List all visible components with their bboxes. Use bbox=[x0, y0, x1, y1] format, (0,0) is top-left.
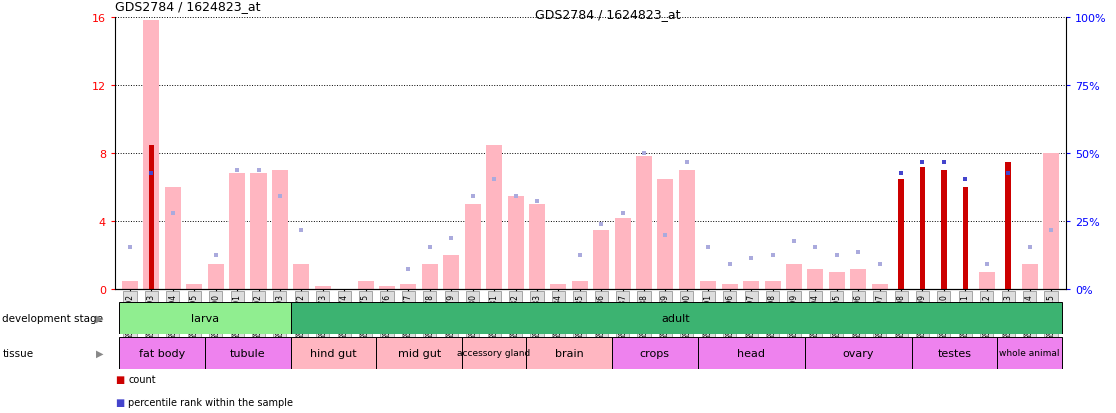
Bar bbox=[143, 21, 160, 289]
Bar bbox=[290, 302, 1061, 334]
Bar bbox=[872, 284, 887, 289]
Bar bbox=[657, 179, 673, 289]
Bar bbox=[462, 337, 527, 369]
Bar bbox=[1006, 162, 1011, 289]
Text: GDS2784 / 1624823_at: GDS2784 / 1624823_at bbox=[115, 0, 260, 13]
Bar bbox=[612, 337, 698, 369]
Bar bbox=[290, 337, 376, 369]
Bar bbox=[186, 284, 202, 289]
Text: tubule: tubule bbox=[230, 348, 266, 358]
Text: ▶: ▶ bbox=[96, 313, 104, 323]
Bar bbox=[962, 188, 969, 289]
Bar bbox=[722, 284, 738, 289]
Text: larva: larva bbox=[191, 313, 219, 323]
Bar bbox=[527, 337, 612, 369]
Text: adult: adult bbox=[662, 313, 691, 323]
Bar bbox=[122, 281, 138, 289]
Bar bbox=[698, 337, 805, 369]
Bar bbox=[636, 157, 652, 289]
Bar bbox=[422, 264, 437, 289]
Text: accessory gland: accessory gland bbox=[458, 349, 531, 358]
Bar bbox=[615, 218, 631, 289]
Bar bbox=[208, 264, 223, 289]
Text: fat body: fat body bbox=[140, 348, 185, 358]
Bar bbox=[401, 284, 416, 289]
Bar bbox=[743, 281, 759, 289]
Bar bbox=[594, 230, 609, 289]
Bar bbox=[250, 174, 267, 289]
Text: mid gut: mid gut bbox=[397, 348, 441, 358]
Bar bbox=[571, 281, 588, 289]
Bar bbox=[376, 337, 462, 369]
Bar bbox=[1021, 264, 1038, 289]
Bar bbox=[998, 337, 1061, 369]
Text: ■: ■ bbox=[115, 397, 124, 407]
Text: whole animal: whole animal bbox=[999, 349, 1060, 358]
Bar bbox=[1043, 154, 1059, 289]
Bar bbox=[941, 171, 946, 289]
Bar bbox=[315, 286, 330, 289]
Bar bbox=[464, 204, 481, 289]
Text: count: count bbox=[128, 374, 156, 384]
Bar bbox=[529, 204, 545, 289]
Bar bbox=[357, 281, 374, 289]
Bar bbox=[148, 145, 154, 289]
Text: testes: testes bbox=[937, 348, 972, 358]
Bar bbox=[165, 188, 181, 289]
Bar bbox=[679, 171, 695, 289]
Text: development stage: development stage bbox=[2, 313, 104, 323]
Bar bbox=[272, 171, 288, 289]
Bar bbox=[487, 145, 502, 289]
Bar bbox=[979, 272, 994, 289]
Bar bbox=[508, 196, 523, 289]
Text: ■: ■ bbox=[115, 374, 124, 384]
Text: tissue: tissue bbox=[2, 348, 33, 358]
Bar bbox=[550, 284, 567, 289]
Bar bbox=[764, 281, 780, 289]
Bar bbox=[700, 281, 716, 289]
Bar bbox=[205, 337, 290, 369]
Text: hind gut: hind gut bbox=[310, 348, 357, 358]
Text: head: head bbox=[738, 348, 766, 358]
Bar bbox=[119, 302, 290, 334]
Text: percentile rank within the sample: percentile rank within the sample bbox=[128, 397, 294, 407]
Bar bbox=[912, 337, 998, 369]
Bar bbox=[119, 337, 205, 369]
Bar bbox=[829, 272, 845, 289]
Bar bbox=[229, 174, 246, 289]
Text: GDS2784 / 1624823_at: GDS2784 / 1624823_at bbox=[535, 8, 680, 21]
Text: brain: brain bbox=[555, 348, 584, 358]
Bar bbox=[786, 264, 802, 289]
Text: ▶: ▶ bbox=[96, 348, 104, 358]
Bar bbox=[807, 269, 824, 289]
Bar bbox=[805, 337, 912, 369]
Bar bbox=[920, 167, 925, 289]
Bar bbox=[850, 269, 866, 289]
Text: ovary: ovary bbox=[843, 348, 874, 358]
Bar bbox=[443, 255, 460, 289]
Bar bbox=[379, 286, 395, 289]
Bar bbox=[898, 179, 904, 289]
Text: crops: crops bbox=[639, 348, 670, 358]
Bar bbox=[294, 264, 309, 289]
